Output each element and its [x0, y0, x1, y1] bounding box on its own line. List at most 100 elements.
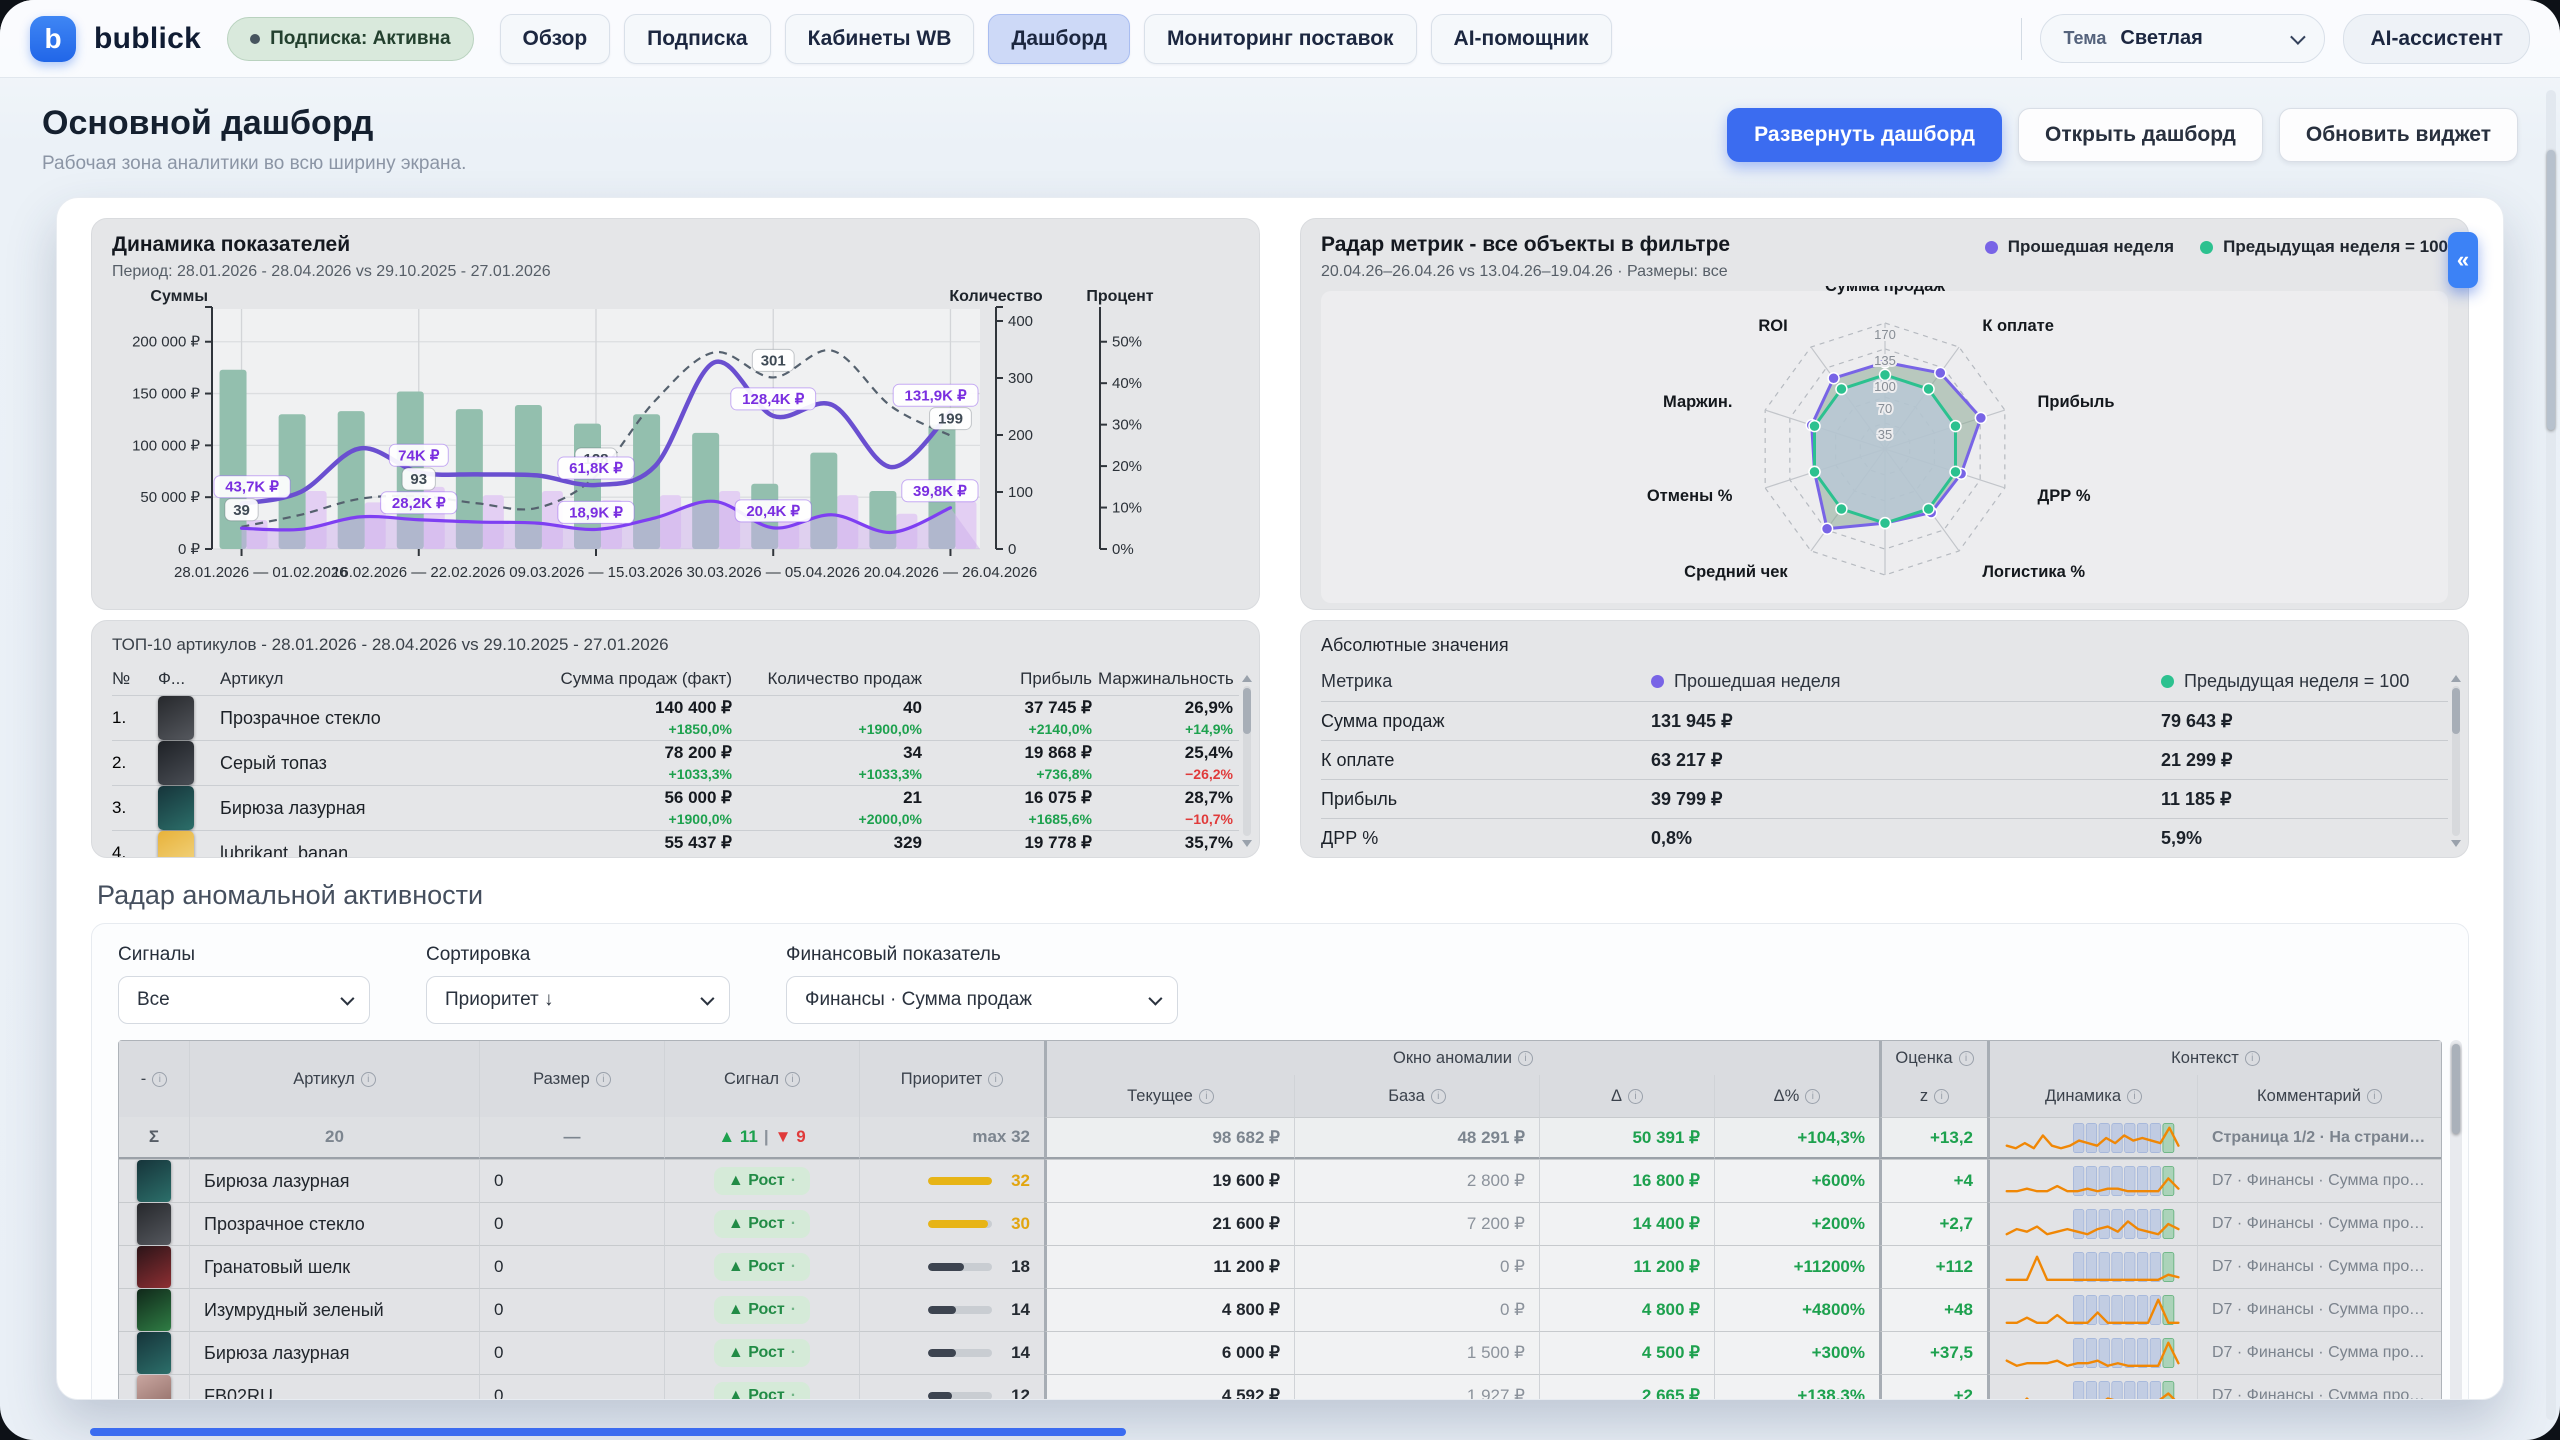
row-delta-pct: +11200%: [1714, 1245, 1879, 1288]
page-vertical-scrollbar[interactable]: [2546, 90, 2556, 1420]
page-title: Основной дашборд: [42, 104, 466, 143]
row-thumbnail[interactable]: [119, 1159, 189, 1202]
row-sku[interactable]: FB02RU: [189, 1374, 479, 1400]
row-sku[interactable]: Прозрачное стекло: [189, 1202, 479, 1245]
anomaly-subcard: Сигналы ВсеСортировка Приоритет ↓Финансо…: [91, 923, 2469, 1400]
radar-chart: 1701351007035Сумма продажК оплатеПрибыль…: [1315, 286, 2455, 609]
product-thumbnail: [137, 1375, 171, 1400]
row-thumbnail[interactable]: [119, 1331, 189, 1374]
svg-text:Количество: Количество: [949, 288, 1042, 305]
absolute-row[interactable]: К оплате63 217 ₽21 299 ₽: [1321, 740, 2448, 779]
info-icon: [1805, 1089, 1820, 1104]
product-thumbnail: [137, 1246, 171, 1288]
scroll-down-icon[interactable]: [2451, 840, 2461, 847]
filter-2: Сортировка Приоритет ↓: [426, 944, 730, 1024]
row-z: +2: [1879, 1374, 1987, 1400]
svg-text:30.03.2026 — 05.04.2026: 30.03.2026 — 05.04.2026: [686, 564, 859, 581]
page-horizontal-scrollbar-thumb[interactable]: [90, 1428, 1126, 1436]
row-z: +112: [1879, 1245, 1987, 1288]
ai-assistant-button[interactable]: AI-ассистент: [2343, 14, 2530, 64]
info-icon: [785, 1072, 800, 1087]
dynamics-sparkline: [2004, 1249, 2183, 1285]
product-thumbnail: [158, 696, 194, 740]
svg-text:К оплате: К оплате: [1982, 317, 2054, 335]
row-comment: D7 · Финансы · Сумма продаж: рост относи…: [2197, 1331, 2441, 1374]
col-header-size: Размер: [479, 1041, 664, 1117]
theme-select[interactable]: Тема Светлая: [2040, 14, 2325, 63]
svg-text:200: 200: [1008, 427, 1033, 444]
filter-select[interactable]: Приоритет ↓: [426, 976, 730, 1024]
svg-text:50 000 ₽: 50 000 ₽: [140, 489, 200, 506]
scroll-up-icon[interactable]: [2451, 675, 2461, 682]
svg-text:Прибыль: Прибыль: [2037, 393, 2114, 411]
row-delta-pct: +138,3%: [1714, 1374, 1879, 1400]
filter-select[interactable]: Все: [118, 976, 370, 1024]
nav-tab-5[interactable]: Мониторинг поставок: [1144, 14, 1417, 64]
top10-row[interactable]: 3. Бирюза лазурная 56 000 ₽+1900,0% 21+2…: [112, 785, 1239, 830]
row-sku[interactable]: Изумрудный зеленый: [189, 1288, 479, 1331]
row-thumbnail[interactable]: [119, 1245, 189, 1288]
subscription-badge-label: Подписка: Активна: [270, 28, 450, 50]
dynamics-combo-chart: 0 ₽50 000 ₽100 000 ₽150 000 ₽200 000 ₽01…: [112, 287, 1239, 610]
main-nav: Обзор Подписка Кабинеты WB Дашборд Мониторин…: [500, 14, 1612, 64]
filter-select[interactable]: Финансы · Сумма продаж: [786, 976, 1178, 1024]
top10-scrollbar[interactable]: [1240, 675, 1254, 847]
row-sku[interactable]: Гранатовый шелк: [189, 1245, 479, 1288]
absolute-row[interactable]: ДРР %0,8%5,9%: [1321, 818, 2448, 857]
nav-tab-2[interactable]: Подписка: [624, 14, 770, 64]
radar-chart-area: 1701351007035Сумма продажК оплатеПрибыль…: [1321, 291, 2448, 603]
svg-text:200 000 ₽: 200 000 ₽: [132, 334, 200, 351]
row-dynamics: [1987, 1331, 2197, 1374]
filter-1: Сигналы Все: [118, 944, 370, 1024]
svg-text:135: 135: [1874, 352, 1896, 367]
row-signal-badge: ▲ Рост ·: [664, 1288, 859, 1331]
refresh-widget-button[interactable]: Обновить виджет: [2279, 108, 2518, 162]
nav-tab-6[interactable]: AI-помощник: [1431, 14, 1612, 64]
absolute-row[interactable]: Прибыль39 799 ₽11 185 ₽: [1321, 779, 2448, 818]
anomaly-section-heading: Радар аномальной активности: [97, 880, 2463, 911]
svg-text:ROI: ROI: [1758, 317, 1787, 335]
absolute-header-row: Метрика Прошедшая неделя Предыдущая неде…: [1321, 662, 2448, 701]
top10-row[interactable]: 1. Прозрачное стекло 140 400 ₽+1850,0% 4…: [112, 695, 1239, 740]
nav-tab-3[interactable]: Кабинеты WB: [785, 14, 975, 64]
row-thumbnail[interactable]: [119, 1288, 189, 1331]
open-dashboard-button[interactable]: Открыть дашборд: [2018, 108, 2263, 162]
svg-text:100: 100: [1008, 484, 1033, 501]
row-sku[interactable]: Бирюза лазурная: [189, 1159, 479, 1202]
info-icon: [152, 1072, 167, 1087]
top10-row[interactable]: 2. Серый топаз 78 200 ₽+1033,3% 34+1033,…: [112, 740, 1239, 785]
status-dot-icon: [250, 34, 260, 44]
nav-tab-1[interactable]: Обзор: [500, 14, 611, 64]
scroll-up-icon[interactable]: [1242, 675, 1252, 682]
collapse-sidebar-button[interactable]: «: [2448, 232, 2478, 288]
row-size: 0: [479, 1159, 664, 1202]
scroll-down-icon[interactable]: [1242, 840, 1252, 847]
navbar: b bublick Подписка: Активна ОбзорПодписк…: [0, 0, 2560, 78]
row-delta-pct: +4800%: [1714, 1288, 1879, 1331]
svg-text:93: 93: [410, 471, 427, 488]
row-thumbnail[interactable]: [119, 1202, 189, 1245]
brand-logo[interactable]: b: [30, 16, 76, 62]
top10-row[interactable]: 4. lubrikant_banan 55 437 ₽0,0% 3290,0% …: [112, 830, 1239, 858]
svg-text:35: 35: [1877, 427, 1891, 442]
svg-text:300: 300: [1008, 370, 1033, 387]
info-icon: [1518, 1051, 1533, 1066]
nav-divider: [2021, 18, 2023, 60]
page-subtitle: Рабочая зона аналитики во всю ширину экр…: [42, 153, 466, 175]
svg-text:128,4K ₽: 128,4K ₽: [742, 391, 805, 408]
svg-text:100: 100: [1874, 378, 1896, 393]
filter-label: Сигналы: [118, 944, 370, 966]
row-current: 21 600 ₽: [1044, 1202, 1294, 1245]
svg-text:301: 301: [761, 352, 786, 369]
row-signal-badge: ▲ Рост ·: [664, 1159, 859, 1202]
absolute-row[interactable]: Сумма продаж131 945 ₽79 643 ₽: [1321, 701, 2448, 740]
row-thumbnail[interactable]: [119, 1374, 189, 1400]
row-signal-badge: ▲ Рост ·: [664, 1374, 859, 1400]
nav-tab-4[interactable]: Дашборд: [988, 14, 1130, 64]
absolute-scrollbar[interactable]: [2449, 675, 2463, 847]
svg-text:39,8K ₽: 39,8K ₽: [913, 483, 967, 500]
anomaly-vertical-scrollbar[interactable]: [2450, 1040, 2462, 1400]
svg-text:Средний чек: Средний чек: [1684, 562, 1788, 580]
expand-dashboard-button[interactable]: Развернуть дашборд: [1727, 108, 2002, 162]
row-sku[interactable]: Бирюза лазурная: [189, 1331, 479, 1374]
